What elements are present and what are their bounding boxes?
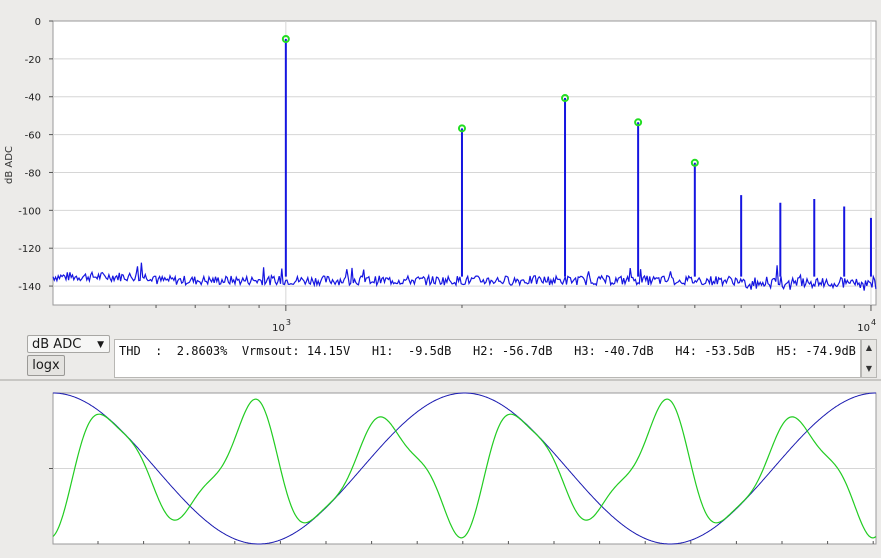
harmonic-marker	[281, 34, 290, 43]
y-tick-label: -100	[18, 206, 41, 217]
x-tick-label: 10	[272, 323, 285, 334]
harmonic-markers	[281, 34, 699, 167]
logx-button[interactable]: logx	[27, 355, 65, 376]
harmonic-peaks	[284, 38, 872, 277]
thd-readout[interactable]: THD : 2.8603% Vrmsout: 14.15V H1: -9.5dB…	[114, 339, 861, 378]
x-tick-label: 10	[857, 323, 870, 334]
harmonic-marker	[690, 158, 699, 167]
spectrum-grid	[53, 21, 876, 305]
chevron-down-icon: ▼	[97, 340, 104, 350]
scroll-up-icon[interactable]: ▲	[865, 343, 873, 352]
y-tick-label: -80	[25, 168, 41, 179]
harmonic-marker	[457, 124, 466, 133]
spectrum-y-axis-label: dB ADC	[4, 146, 15, 184]
scale-select[interactable]: dB ADC ▼	[27, 335, 110, 353]
scale-select-value: dB ADC	[32, 337, 82, 352]
panel-divider[interactable]	[0, 379, 881, 381]
y-tick-label: -20	[25, 55, 41, 66]
harmonic-marker	[561, 94, 570, 103]
harmonic-marker	[634, 118, 643, 127]
spectrum-y-axis: 0 -20 -40 -60 -80 -100 -120 -140	[18, 17, 53, 293]
y-tick-label: 0	[35, 17, 41, 28]
waveform-grid	[49, 468, 876, 544]
y-tick-label: -120	[18, 244, 41, 255]
thd-scrollbar[interactable]: ▲ ▼	[861, 339, 877, 378]
y-tick-label: -140	[18, 282, 41, 293]
x-tick-exponent: 4	[871, 318, 876, 327]
y-tick-label: -40	[25, 93, 41, 104]
waveform-output-trace	[52, 398, 877, 539]
x-tick-exponent: 3	[286, 318, 291, 327]
spectrum-trace	[52, 262, 877, 291]
y-tick-label: -60	[25, 131, 41, 142]
waveform-plot[interactable]	[0, 380, 881, 558]
spectrum-plot-area	[52, 20, 877, 306]
scroll-down-icon[interactable]: ▼	[865, 364, 873, 373]
